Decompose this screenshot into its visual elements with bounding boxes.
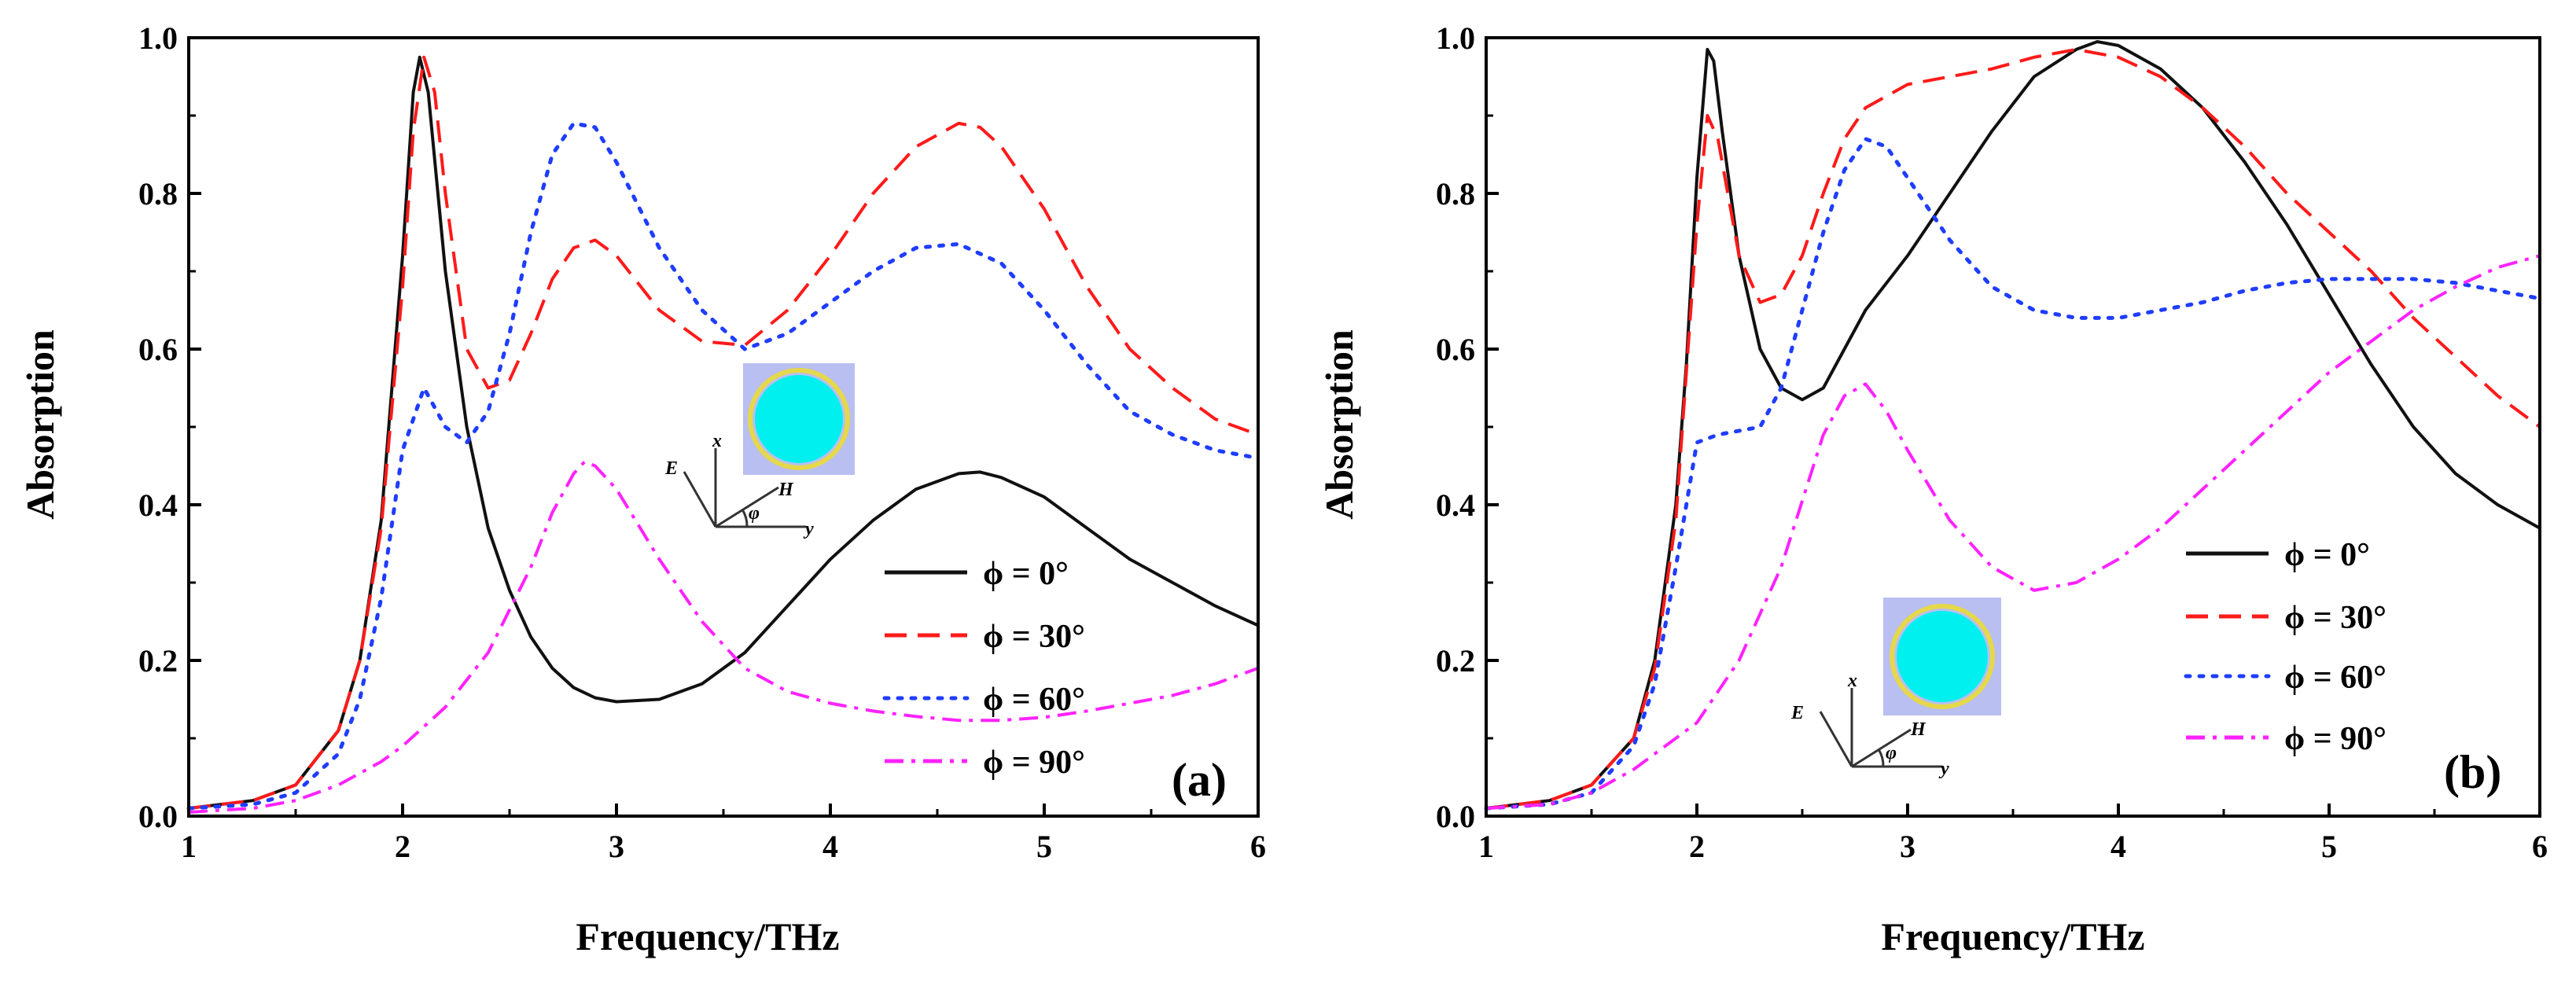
panel-a-ticks: 1 2 3 4 5 6 0.0 0.2 0.4 0.6 0.8 1.0 <box>138 20 1266 864</box>
inset-x-label: x <box>1847 671 1857 691</box>
series-line-phi90 <box>188 460 1259 814</box>
x-tick-label: 1 <box>1478 829 1494 864</box>
inset-h-label: H <box>1910 719 1926 740</box>
y-tick-label: 0.2 <box>1436 643 1475 679</box>
panel-b-frame <box>1485 36 2541 818</box>
y-tick-label: 0.2 <box>138 643 178 679</box>
unit-cell-ring <box>748 368 850 470</box>
x-tick-label: 2 <box>1689 829 1705 864</box>
unit-cell-disk <box>755 375 843 463</box>
x-tick-label: 6 <box>2532 829 2548 864</box>
inset-y-label: y <box>803 519 814 539</box>
legend-a-label-2: ϕ = 60° <box>983 682 1085 718</box>
y-tick-label: 0.6 <box>138 332 178 367</box>
x-tick-label: 2 <box>395 829 410 864</box>
y-tick-label: 0.4 <box>1436 487 1475 523</box>
y-tick-label: 0.4 <box>138 487 178 523</box>
panel-a-frame <box>187 36 1260 818</box>
inset-e-label: E <box>1790 703 1804 723</box>
panel-b-inset: E x H φ y <box>1790 598 2001 779</box>
inset-x-label: x <box>712 431 722 451</box>
panel-b-label: (b) <box>2444 746 2501 798</box>
legend-b-label-1: ϕ = 30° <box>2284 600 2386 636</box>
x-tick-label: 5 <box>1036 829 1052 864</box>
unit-cell-disk <box>1897 611 1988 702</box>
y-tick-label: 0.0 <box>138 799 178 834</box>
y-tick-label: 1.0 <box>1436 20 1475 56</box>
legend-b-label-2: ϕ = 60° <box>2284 660 2386 696</box>
panel-b-legend: ϕ = 0° ϕ = 30° ϕ = 60° ϕ = 90° <box>2184 537 2386 757</box>
panel-a-label: (a) <box>1172 754 1227 806</box>
panel-b-xlabel: Frequency/THz <box>1881 914 2144 958</box>
x-tick-label: 4 <box>2110 829 2126 864</box>
series-line-phi60 <box>186 121 1260 811</box>
inset-y-label: y <box>1938 759 1949 779</box>
panel-b: Absorption Frequency/THz 1 2 3 4 5 6 0.0 0.2 0.4… <box>1317 20 2548 958</box>
legend-a-label-0: ϕ = 0° <box>983 556 1069 592</box>
inset-phi-label: φ <box>749 503 760 524</box>
panel-a-ylabel: Absorption <box>18 329 62 520</box>
panel-a-legend: ϕ = 0° ϕ = 30° ϕ = 60° ϕ = 90° <box>882 556 1085 781</box>
y-tick-label: 0.0 <box>1436 799 1475 834</box>
panel-a-inset: E x H φ y <box>664 363 855 539</box>
inset-axes-lines <box>683 448 806 528</box>
y-tick-label: 0.6 <box>1436 332 1475 367</box>
unit-cell-ring <box>1890 604 1995 709</box>
series-line-phi30 <box>188 55 1259 811</box>
x-tick-label: 6 <box>1250 829 1266 864</box>
x-tick-label: 4 <box>822 829 838 864</box>
inset-h-label: H <box>778 480 794 500</box>
series-line-phi30 <box>1485 47 2541 811</box>
inset-phi-label: φ <box>1886 743 1897 763</box>
x-tick-label: 3 <box>1900 829 1915 864</box>
legend-b-label-3: ϕ = 90° <box>2284 721 2386 757</box>
x-tick-label: 5 <box>2321 829 2337 864</box>
x-tick-label: 1 <box>181 829 197 864</box>
series-line-phi0 <box>188 55 1259 811</box>
panel-b-series <box>1484 40 2542 811</box>
x-tick-label: 3 <box>609 829 624 864</box>
y-tick-label: 0.8 <box>1436 176 1475 211</box>
legend-a-label-3: ϕ = 90° <box>983 745 1085 781</box>
panel-b-ylabel: Absorption <box>1317 329 1361 520</box>
inset-e-label: E <box>664 458 678 479</box>
panel-a-xlabel: Frequency/THz <box>576 914 839 958</box>
legend-b-label-0: ϕ = 0° <box>2284 537 2370 573</box>
y-tick-label: 1.0 <box>138 20 178 56</box>
legend-a-label-1: ϕ = 30° <box>983 619 1085 655</box>
panel-a: Absorption Frequency/THz 1 2 3 4 5 6 0.0 0.2 0.4… <box>18 20 1266 958</box>
y-tick-label: 0.8 <box>138 176 178 211</box>
panel-a-series <box>186 55 1260 814</box>
series-line-phi90 <box>1485 254 2541 811</box>
inset-axes-lines <box>1819 688 1942 768</box>
